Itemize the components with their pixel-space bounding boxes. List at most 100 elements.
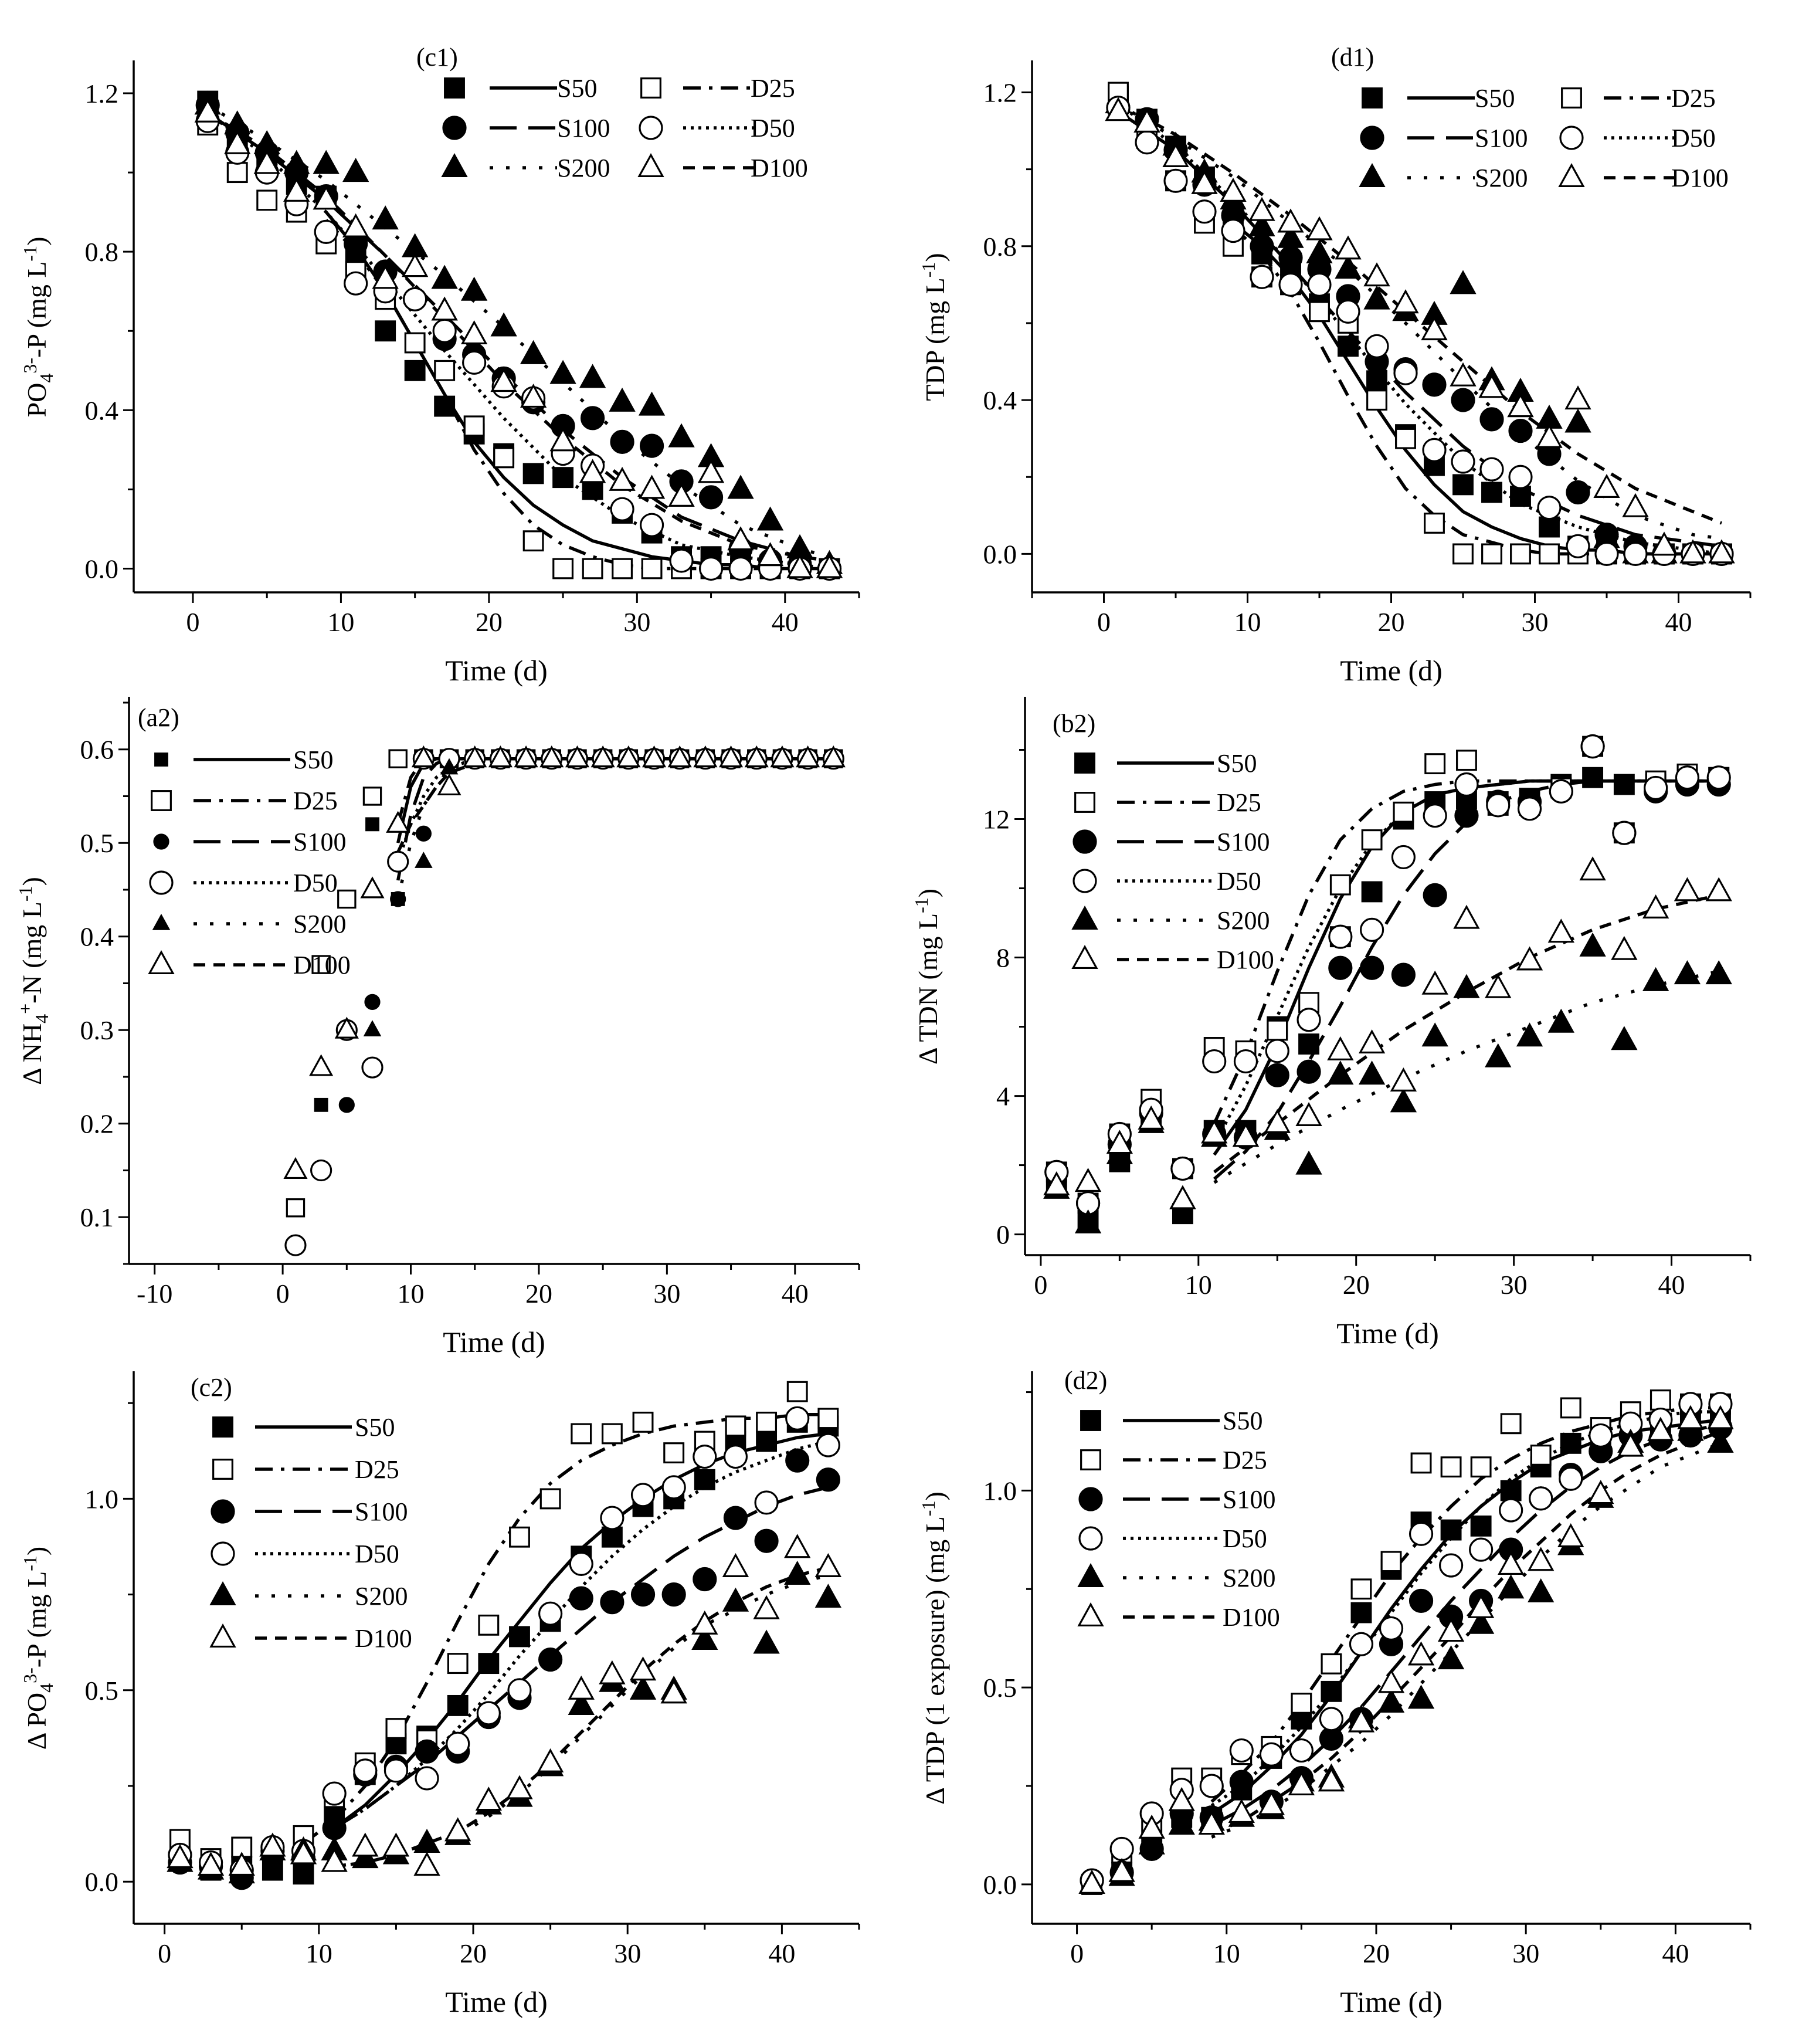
series-s200 — [194, 90, 843, 574]
series-s200 — [167, 1561, 842, 1884]
data-point-s100 — [1250, 234, 1274, 259]
legend-item-d25: D25 — [151, 787, 338, 815]
data-point-d25 — [404, 332, 426, 354]
legend-item-s50: S50 — [154, 745, 333, 774]
y-tick-label: 1.2 — [85, 79, 119, 109]
data-point-d25 — [1329, 874, 1351, 896]
data-point-d100 — [342, 213, 369, 238]
data-point-s50 — [1481, 482, 1502, 503]
y-tick-label: 0.0 — [983, 539, 1017, 569]
data-point-d50 — [1549, 779, 1573, 804]
data-point-s100 — [1479, 407, 1504, 432]
data-point-s200 — [415, 852, 433, 868]
data-point-d50 — [507, 1678, 532, 1703]
data-point-d100 — [1377, 1669, 1405, 1693]
series-s50 — [169, 1411, 839, 1885]
data-point-s200 — [1358, 1060, 1386, 1085]
data-point-d50 — [1537, 496, 1562, 520]
data-point-d50 — [728, 556, 753, 581]
data-point-d100 — [590, 745, 615, 768]
data-point-d100 — [816, 554, 843, 578]
legend-marker — [1360, 126, 1384, 150]
data-point-d100 — [1642, 894, 1669, 918]
data-point-s100 — [569, 1586, 593, 1611]
data-point-d100 — [401, 253, 429, 277]
data-point-s200 — [1327, 1060, 1354, 1085]
data-point-d50 — [698, 556, 724, 581]
fit-line-d100 — [334, 1566, 829, 1868]
data-point-s50 — [1361, 881, 1383, 903]
fit-line-d50 — [396, 757, 834, 862]
legend-label: S50 — [557, 74, 597, 103]
data-point-d100 — [1306, 216, 1333, 240]
panel-tag: (d1) — [1331, 43, 1374, 72]
data-point-d100 — [1708, 539, 1735, 564]
data-point-s200 — [1547, 1008, 1574, 1033]
legend-item-s100: S100 — [1360, 124, 1528, 152]
data-point-d100 — [514, 745, 538, 768]
legend-marker — [1077, 1602, 1104, 1627]
data-point-d25 — [612, 558, 633, 579]
legend-label: D25 — [293, 787, 338, 815]
fit-line-s50 — [1213, 779, 1719, 1156]
x-axis-label: Time (d) — [445, 654, 548, 687]
data-point-d100 — [253, 150, 280, 174]
data-point-d100 — [1138, 1814, 1165, 1839]
data-point-d100 — [463, 745, 487, 768]
data-point-d25 — [817, 1408, 839, 1429]
data-point-s200 — [520, 340, 547, 364]
legend-label: S100 — [1475, 124, 1528, 152]
data-point-s200 — [490, 312, 517, 337]
data-point-d100 — [599, 1660, 626, 1684]
data-point-d100 — [1258, 1791, 1285, 1815]
data-point-d100 — [309, 1054, 334, 1076]
data-point-s100 — [693, 1567, 717, 1592]
series-d100 — [1078, 1405, 1734, 1894]
data-point-d25 — [539, 1488, 561, 1510]
x-tick-label: 30 — [1501, 1270, 1528, 1300]
data-point-d50 — [1479, 457, 1504, 482]
data-point-d100 — [1248, 196, 1275, 221]
data-point-s100 — [415, 825, 432, 842]
legend-item-s50: S50 — [444, 74, 597, 103]
data-point-d100 — [506, 1775, 533, 1799]
legend-item-s200: S200 — [1359, 163, 1528, 192]
data-point-s200 — [1248, 212, 1275, 237]
y-tick-label: 1.2 — [983, 77, 1017, 107]
data-point-d25 — [1267, 1019, 1288, 1041]
data-point-d25 — [1510, 543, 1531, 565]
x-tick-label: 20 — [460, 1938, 487, 1968]
series-s50 — [1108, 86, 1732, 565]
data-point-d100 — [616, 745, 641, 768]
data-point-d100 — [1587, 1480, 1614, 1504]
x-tick-label: 0 — [276, 1279, 290, 1309]
data-point-d100 — [228, 1852, 255, 1876]
data-point-s200 — [549, 360, 576, 384]
legend-marker — [212, 1416, 233, 1438]
data-point-s100 — [1360, 955, 1384, 980]
legend-label: D50 — [355, 1540, 399, 1568]
fit-line-s200 — [396, 757, 834, 900]
data-point-s100 — [698, 485, 724, 510]
x-tick-label: 30 — [623, 607, 650, 637]
series-s200 — [1105, 89, 1735, 564]
x-tick-label: 10 — [1185, 1270, 1212, 1300]
data-point-s50 — [601, 1526, 623, 1548]
data-point-d100 — [1547, 918, 1574, 943]
legend-marker — [441, 153, 468, 178]
data-point-d100 — [224, 130, 251, 154]
legend-marker — [154, 752, 168, 767]
data-point-d25 — [1350, 1578, 1372, 1600]
legend-label: S200 — [293, 910, 346, 938]
data-point-d100 — [1498, 1551, 1525, 1575]
y-tick-label: 0.5 — [983, 1673, 1017, 1703]
data-point-d100 — [1201, 1119, 1228, 1144]
legend-label: D100 — [355, 1624, 412, 1653]
data-point-s100 — [1265, 1063, 1289, 1087]
data-point-s200 — [1498, 1574, 1525, 1599]
legend-item-d100: D100 — [1071, 945, 1274, 974]
data-point-d25 — [725, 1415, 746, 1437]
data-point-d100 — [579, 459, 606, 483]
y-tick-label: 0.3 — [80, 1015, 114, 1045]
